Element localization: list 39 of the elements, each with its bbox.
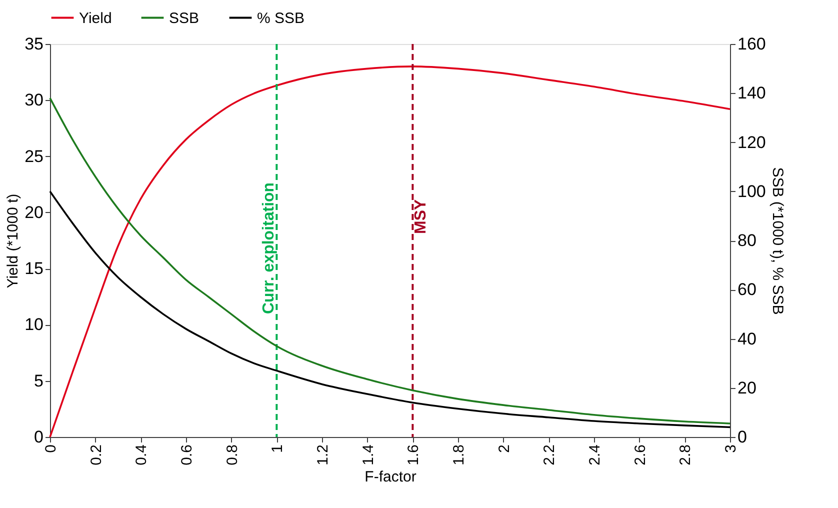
x-tick-label: 2.4 bbox=[586, 444, 604, 466]
y2-tick-label: 140 bbox=[738, 84, 766, 103]
y2-tick-label: 100 bbox=[738, 182, 766, 201]
x-tick-label: 0.4 bbox=[133, 444, 150, 466]
x-tick-label: 2 bbox=[496, 444, 513, 453]
x-tick-label: 2.8 bbox=[677, 444, 694, 466]
x-axis-title: F-factor bbox=[364, 468, 416, 486]
y-tick-label: 25 bbox=[24, 146, 44, 166]
y-tick-label: 5 bbox=[34, 371, 44, 390]
y-tick-label: 10 bbox=[24, 315, 44, 334]
x-tick-label: 1.8 bbox=[450, 444, 468, 466]
y-tick-label: 35 bbox=[24, 34, 44, 54]
legend-label: Yield bbox=[79, 10, 112, 27]
ref-line-label: Curr. exploitation bbox=[260, 182, 278, 314]
x-tick-label: 0 bbox=[42, 444, 60, 453]
y-tick-label: 30 bbox=[24, 90, 44, 110]
x-tick-label: 0.8 bbox=[224, 444, 241, 466]
x-tick-label: 0.2 bbox=[88, 444, 105, 466]
x-tick-label: 0.6 bbox=[178, 444, 196, 466]
x-tick-label: 1.4 bbox=[360, 444, 377, 466]
x-tick-label: 3 bbox=[722, 444, 740, 453]
y2-tick-label: 160 bbox=[738, 34, 766, 54]
x-tick-label: 1 bbox=[269, 444, 286, 453]
x-tick-label: 1.6 bbox=[405, 444, 422, 466]
legend-label: SSB bbox=[169, 10, 200, 27]
x-tick-label: 2.6 bbox=[632, 444, 649, 466]
y-axis-title: Yield (*1000 t) bbox=[4, 194, 22, 288]
x-tick-label: 2.2 bbox=[541, 444, 558, 466]
y2-tick-label: 20 bbox=[738, 378, 756, 398]
y-tick-label: 20 bbox=[24, 202, 44, 222]
y2-tick-label: 80 bbox=[738, 231, 756, 250]
y2-tick-label: 60 bbox=[738, 280, 756, 300]
y2-tick-label: 120 bbox=[738, 132, 766, 152]
ref-line-label: MSY bbox=[412, 199, 430, 234]
y-tick-label: 15 bbox=[24, 259, 44, 278]
y2-axis-title: SSB (*1000 t), % SSB bbox=[768, 167, 786, 315]
legend-label: % SSB bbox=[257, 10, 305, 27]
x-tick-label: 1.2 bbox=[314, 444, 332, 466]
y2-tick-label: 40 bbox=[738, 329, 756, 348]
